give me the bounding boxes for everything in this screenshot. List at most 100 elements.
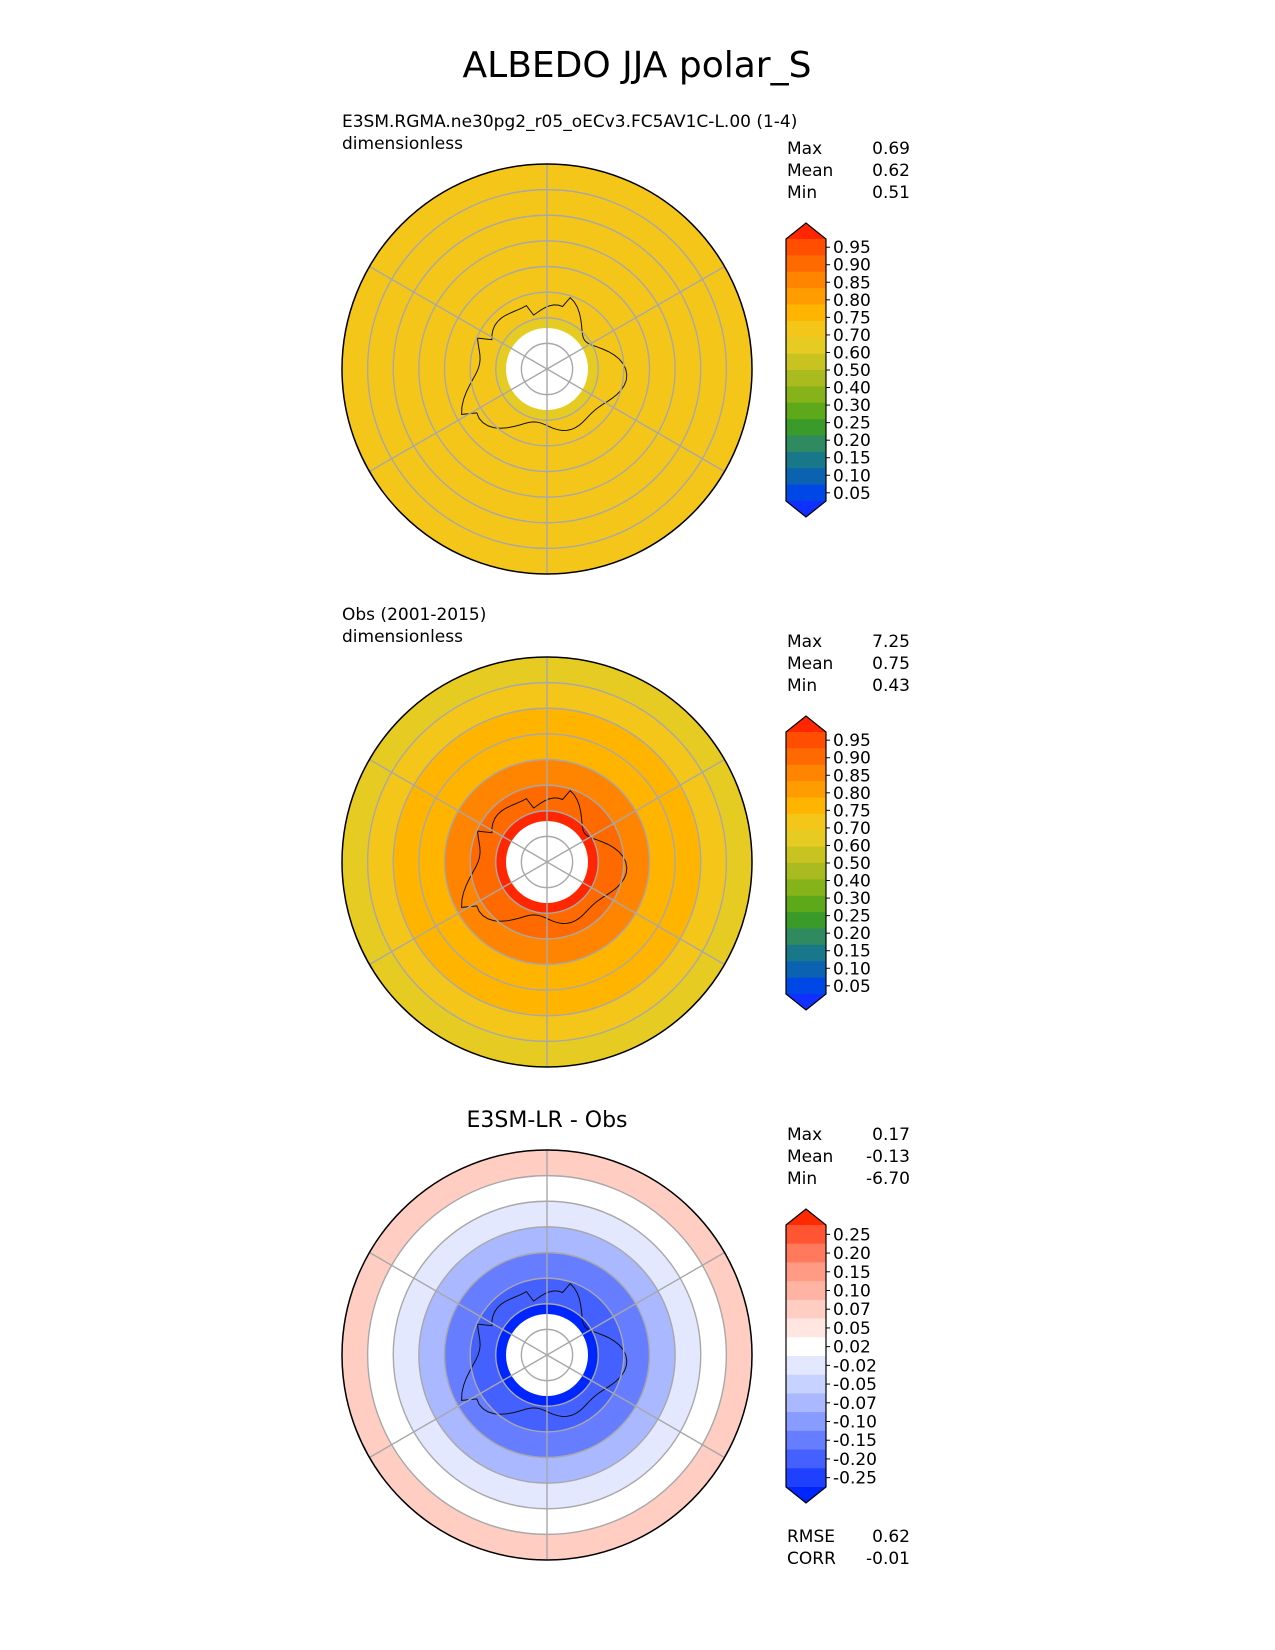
colorbar-segment <box>786 813 826 831</box>
meridian-gridline <box>369 265 548 370</box>
colorbar-tick-label: 0.60 <box>833 343 871 363</box>
stat-value: -0.13 <box>866 1147 910 1167</box>
colorbar-segment <box>786 1299 826 1320</box>
stat-value: -6.70 <box>866 1169 910 1189</box>
colorbar-tick-label: 0.02 <box>833 1338 871 1358</box>
colorbar: 0.950.900.850.800.750.700.600.500.400.30… <box>785 222 871 518</box>
meridian-gridline <box>546 758 725 863</box>
colorbar-tick-label: 0.95 <box>833 238 871 258</box>
colorbar-segment <box>786 830 826 848</box>
colorbar-segment <box>786 419 826 436</box>
colorbar-segment <box>786 435 826 453</box>
map-boundary <box>341 1149 753 1561</box>
stat-label: Min <box>787 1169 817 1189</box>
colorbar-tick-label: 0.05 <box>833 977 871 997</box>
colorbar-tick-label: 0.25 <box>833 414 871 434</box>
meridian-gridline <box>369 1354 548 1459</box>
meridian-gridline <box>546 265 725 370</box>
colorbar-tick-label: 0.85 <box>833 766 871 786</box>
colorbar-segment <box>786 402 826 420</box>
colorbar-tick-label: 0.15 <box>833 942 871 962</box>
colorbar-tick-label: 0.50 <box>833 854 871 874</box>
colorbar-tick-label: 0.07 <box>833 1300 871 1320</box>
meridian-gridline <box>546 861 725 966</box>
colorbar-segment <box>786 797 826 815</box>
colorbar-segment <box>786 337 826 355</box>
stat-label: Min <box>787 676 817 696</box>
colorbar-outline <box>785 1208 827 1504</box>
stat-label: Max <box>787 1125 822 1145</box>
colorbar-tick-label: 0.25 <box>833 907 871 927</box>
colorbar-segment <box>786 271 826 289</box>
bottom-stat-label: RMSE <box>787 1527 835 1547</box>
stat-value: 0.17 <box>872 1125 910 1145</box>
meridian-gridline <box>546 368 725 473</box>
colorbar-segment <box>786 1449 826 1469</box>
colorbar-segment <box>786 1430 826 1451</box>
stat-value: 0.62 <box>872 161 910 181</box>
colorbar-outline <box>785 715 827 1011</box>
stat-value: 0.43 <box>872 676 910 696</box>
colorbar-segment <box>786 1337 826 1357</box>
colorbar-segment <box>786 370 826 387</box>
coastline <box>461 296 628 432</box>
meridian-gridline <box>369 368 548 473</box>
colorbar-tick-label: -0.20 <box>833 1450 877 1470</box>
colorbar-tick-label: 0.75 <box>833 308 871 328</box>
colorbar-segment <box>786 748 826 766</box>
colorbar-tick-label: 0.10 <box>833 1282 871 1302</box>
colorbar-tick-label: 0.30 <box>833 396 871 416</box>
meridian-gridline <box>369 861 548 966</box>
colorbar-tick-label: 0.80 <box>833 291 871 311</box>
polar-map <box>342 657 752 1067</box>
map-boundary <box>341 656 753 1068</box>
colorbar-segment <box>786 846 826 864</box>
colorbar-tick-label: -0.25 <box>833 1469 877 1489</box>
colorbar-segment <box>786 1318 826 1338</box>
colorbar: 0.950.900.850.800.750.700.600.500.400.30… <box>785 715 871 1011</box>
colorbar-segment <box>786 895 826 913</box>
map-boundary <box>341 163 753 575</box>
colorbar-outline <box>785 222 827 518</box>
stat-label: Mean <box>787 161 833 181</box>
colorbar-segment <box>786 928 826 946</box>
colorbar-extend-min <box>786 1487 826 1503</box>
panel-units: dimensionless <box>342 627 463 647</box>
panel-title-line1: Obs (2001-2015) <box>342 605 486 625</box>
colorbar-segment <box>786 288 826 305</box>
stat-label: Max <box>787 632 822 652</box>
colorbar-segment <box>786 944 826 962</box>
colorbar-tick-label: 0.10 <box>833 959 871 979</box>
colorbar-tick-label: 0.30 <box>833 889 871 909</box>
colorbar-extend-min <box>786 994 826 1010</box>
colorbar-segment <box>786 320 826 338</box>
colorbar-segment <box>786 1356 826 1376</box>
colorbar-segment <box>786 255 826 273</box>
colorbar: 0.250.200.150.100.070.050.02-0.02-0.05-0… <box>785 1208 877 1504</box>
colorbar-segment <box>786 468 826 486</box>
colorbar-segment <box>786 863 826 880</box>
colorbar-tick-label: -0.02 <box>833 1356 877 1376</box>
colorbar-segment <box>786 451 826 469</box>
coastline <box>461 1282 628 1418</box>
colorbar-segment <box>786 239 826 256</box>
bottom-stat-value: 0.62 <box>872 1527 910 1547</box>
meridian-gridline <box>369 1251 548 1356</box>
stat-label: Mean <box>787 1147 833 1167</box>
colorbar-segment <box>786 912 826 929</box>
colorbar-segment <box>786 1468 826 1488</box>
colorbar-tick-label: 0.90 <box>833 256 871 276</box>
colorbar-extend-max <box>786 716 826 732</box>
meridian-gridline <box>546 1354 725 1459</box>
panel-1: E3SM.RGMA.ne30pg2_r05_oECv3.FC5AV1C-L.00… <box>341 112 910 575</box>
colorbar-extend-max <box>786 1209 826 1225</box>
colorbar-tick-label: -0.07 <box>833 1394 877 1414</box>
colorbar-tick-label: -0.15 <box>833 1431 877 1451</box>
stat-value: 7.25 <box>872 632 910 652</box>
colorbar-tick-label: 0.10 <box>833 466 871 486</box>
colorbar-segment <box>786 1243 826 1263</box>
colorbar-tick-label: 0.40 <box>833 379 871 399</box>
panel-title-line1: E3SM.RGMA.ne30pg2_r05_oECv3.FC5AV1C-L.00… <box>342 112 797 132</box>
colorbar-tick-label: 0.20 <box>833 924 871 944</box>
colorbar-segment <box>786 1281 826 1301</box>
